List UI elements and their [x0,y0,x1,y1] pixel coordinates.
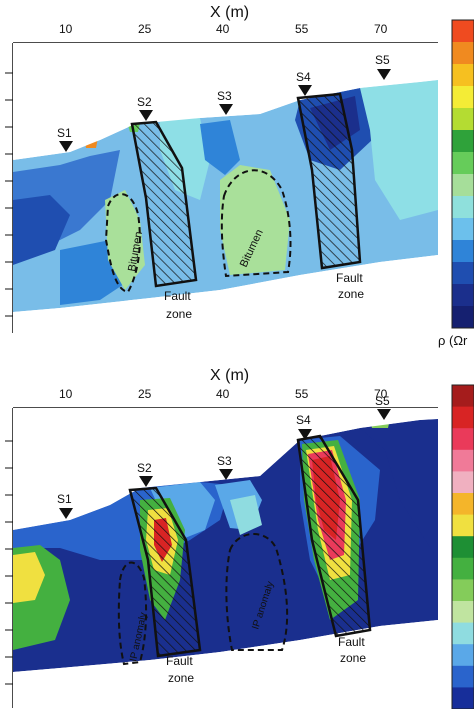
bottom-xaxis-label: X (m) [210,367,249,384]
top-colorbar-swatch-8 [452,174,474,197]
top-colorbar-swatch-12 [452,262,474,285]
top-station-marker-s1 [59,141,73,152]
bottom-ip-outline-right [225,533,289,651]
bottom-colorbar-swatch-5 [452,471,474,494]
bottom-xtick-70: 70 [374,387,388,401]
top-xtick-25: 25 [138,22,152,36]
top-colorbar-frame [451,19,474,329]
bottom-xtick-55: 55 [295,387,309,401]
bottom-colorbar [451,384,474,709]
bottom-xtick-40: 40 [216,387,230,401]
top-station-label-s5: S5 [375,53,390,67]
top-fault-label-right-1: Fault [336,271,363,285]
top-station-label-s4: S4 [296,70,311,84]
bottom-station-marker-s2 [139,476,153,487]
bottom-colorbar-swatch-6 [452,493,474,516]
bottom-colorbar-swatch-15 [452,687,474,709]
top-fault-zone-right [296,92,362,270]
bottom-colorbar-swatch-2 [452,406,474,429]
top-colorbar-label: ρ (Ωr [438,333,468,348]
top-station-label-s3: S3 [217,89,232,103]
bottom-fault-label-right-1: Fault [338,635,365,649]
top-fault-zone-left [130,120,198,288]
top-colorbar-swatch-9 [452,196,474,219]
bottom-colorbar-swatch-14 [452,665,474,688]
top-bitumen-outline-left [104,193,141,294]
bottom-fault-label-left-1: Fault [166,654,193,668]
top-station-label-s1: S1 [57,126,72,140]
top-colorbar-swatch-14 [452,306,474,329]
top-station-marker-s5 [377,69,391,80]
bottom-fault-label-left-2: zone [168,671,194,685]
top-xtick-10: 10 [59,22,73,36]
bottom-colorbar-swatch-9 [452,557,474,580]
top-colorbar-swatch-5 [452,108,474,131]
bottom-colorbar-swatch-13 [452,644,474,667]
top-colorbar-swatch-11 [452,240,474,263]
bottom-fault-label-right-2: zone [340,651,366,665]
top-resistivity-section [13,43,438,333]
bottom-station-marker-s1 [59,508,73,519]
bottom-station-label-s4: S4 [296,413,311,427]
bottom-station-marker-s5 [377,409,391,420]
top-colorbar-swatch-13 [452,284,474,307]
bottom-fault-zone-left [128,486,202,658]
bottom-xtick-10: 10 [59,387,73,401]
bottom-colorbar-swatch-1 [452,385,474,408]
bottom-colorbar-swatch-10 [452,579,474,602]
top-colorbar-swatch-6 [452,130,474,153]
top-colorbar [451,19,474,329]
bottom-station-marker-s4 [298,429,312,440]
top-panel: X (m) 10 25 40 55 70 [5,4,474,348]
top-colorbar-swatch-10 [452,218,474,241]
bottom-colorbar-swatch-3 [452,428,474,451]
top-xtick-70: 70 [374,22,388,36]
bottom-stations: S1 S2 S3 S4 S5 [57,394,391,519]
top-colorbar-swatch-7 [452,152,474,175]
bottom-xtick-25: 25 [138,387,152,401]
bottom-panel: X (m) 10 25 40 55 70 [5,367,474,709]
top-xaxis-label: X (m) [210,4,249,21]
top-station-label-s2: S2 [137,95,152,109]
top-stations: S1 S2 S3 S4 S5 [57,53,391,152]
top-xtick-55: 55 [295,22,309,36]
bottom-colorbar-swatch-12 [452,622,474,645]
bottom-fault-zone-right [296,434,372,638]
top-station-marker-s3 [219,104,233,115]
bottom-colorbar-swatch-4 [452,449,474,472]
bottom-station-label-s2: S2 [137,461,152,475]
top-colorbar-swatch-3 [452,64,474,87]
top-station-marker-s4 [298,85,312,96]
bottom-station-label-s5: S5 [375,394,390,408]
bottom-colorbar-swatch-11 [452,601,474,624]
bottom-colorbar-frame [451,384,474,709]
top-fault-label-right-2: zone [338,287,364,301]
bottom-station-marker-s3 [219,469,233,480]
bottom-colorbar-swatch-7 [452,514,474,537]
bottom-colorbar-swatch-8 [452,536,474,559]
top-colorbar-swatch-2 [452,42,474,65]
top-fault-label-left-2: zone [166,307,192,321]
top-bitumen-outline-right [220,169,292,278]
top-xtick-40: 40 [216,22,230,36]
top-colorbar-swatch-1 [452,20,474,43]
bottom-station-label-s1: S1 [57,492,72,506]
top-colorbar-swatch-4 [452,86,474,109]
bottom-ip-outline-left [117,561,148,666]
bottom-station-label-s3: S3 [217,454,232,468]
top-fault-label-left-1: Fault [164,289,191,303]
top-station-marker-s2 [139,110,153,121]
